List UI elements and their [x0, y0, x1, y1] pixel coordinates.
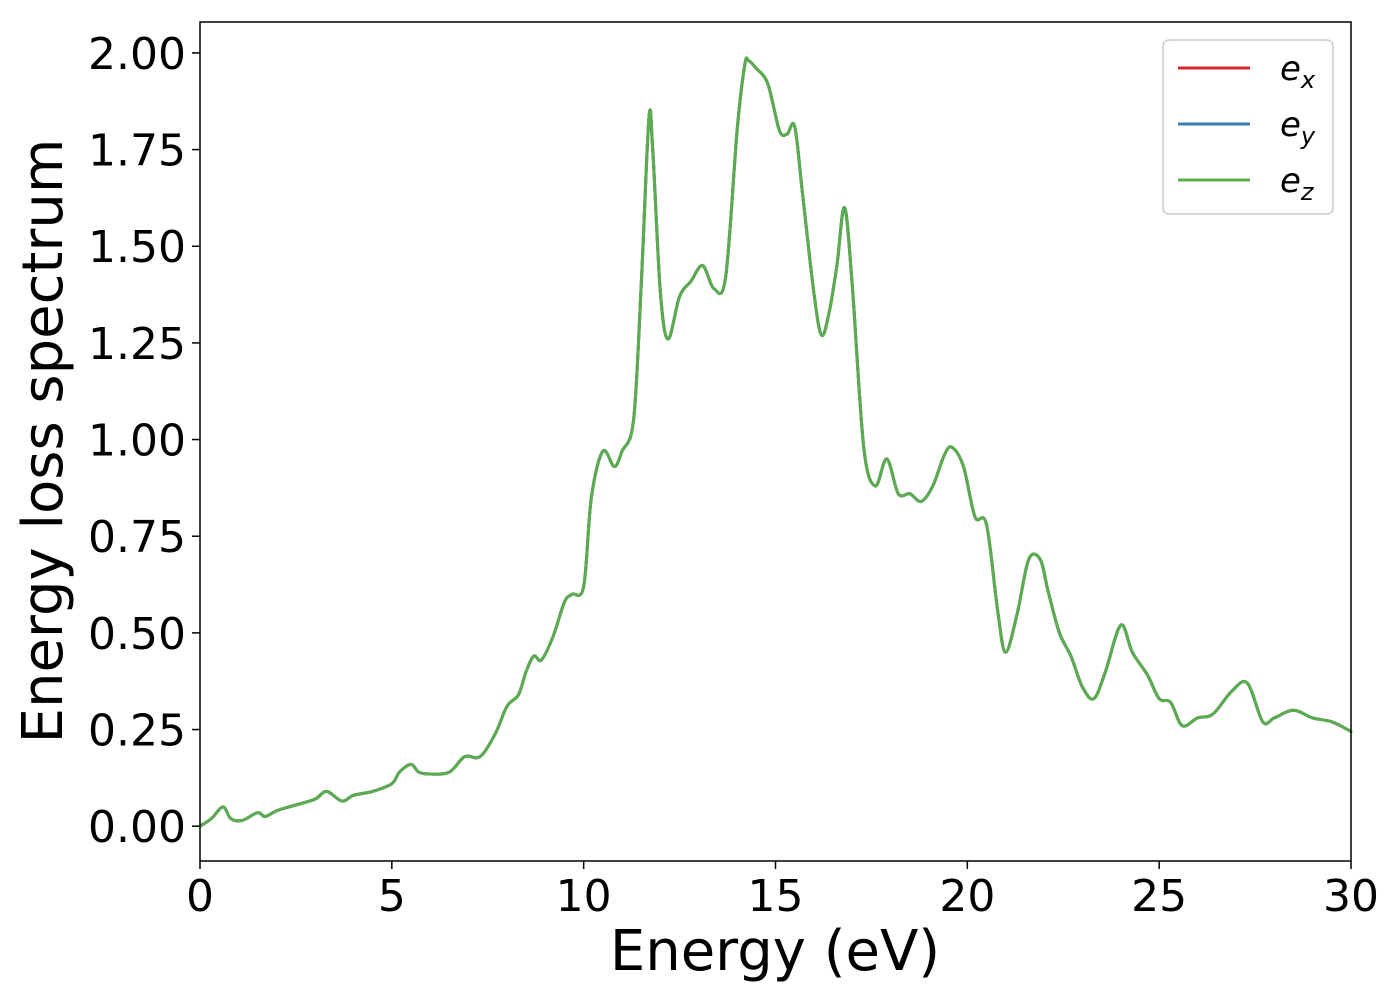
- y-tick-label: 2.00: [88, 29, 186, 80]
- x-tick-label: 5: [378, 871, 406, 922]
- x-tick-label: 20: [939, 871, 995, 922]
- y-axis-ticks: 0.00 0.25 0.50 0.75 1.00 1.25 1.50 1.75 2.00: [88, 29, 200, 853]
- legend-box: [1162, 39, 1334, 215]
- legend: ex ey ez: [1162, 39, 1334, 215]
- x-tick-label: 30: [1323, 871, 1379, 922]
- x-tick-label: 10: [556, 871, 612, 922]
- y-tick-label: 1.25: [88, 319, 186, 370]
- series-line-e-z: [198, 56, 1353, 828]
- legend-label: ey: [1280, 105, 1316, 150]
- y-axis-label: Energy loss spectrum: [11, 139, 76, 744]
- y-tick-label: 0.50: [88, 609, 186, 660]
- y-tick-label: 0.75: [88, 512, 186, 563]
- series-layer: [198, 56, 1353, 828]
- legend-label: ex: [1280, 49, 1316, 94]
- plot-background: [200, 22, 1351, 861]
- x-axis-ticks: 0 5 10 15 20 25 30: [186, 861, 1379, 922]
- y-tick-label: 0.00: [88, 802, 186, 853]
- y-tick-label: 0.25: [88, 706, 186, 757]
- x-axis-label: Energy (eV): [610, 919, 940, 984]
- x-tick-label: 25: [1131, 871, 1187, 922]
- x-tick-label: 15: [748, 871, 804, 922]
- y-tick-label: 1.00: [88, 416, 186, 467]
- y-tick-label: 1.75: [88, 126, 186, 177]
- legend-label: ez: [1280, 161, 1315, 206]
- y-tick-label: 1.50: [88, 222, 186, 273]
- x-tick-label: 0: [186, 871, 214, 922]
